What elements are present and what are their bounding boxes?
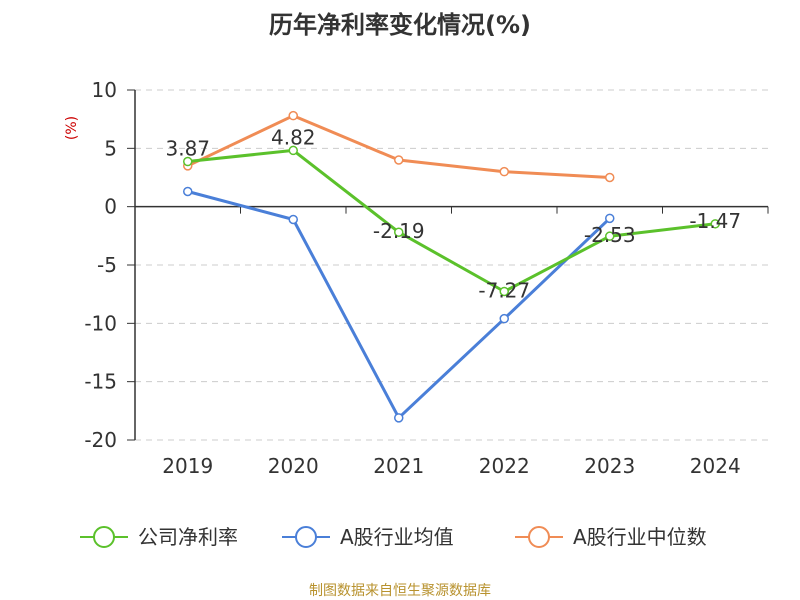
legend-swatch-marker — [528, 526, 550, 548]
legend-swatch-marker — [295, 526, 317, 548]
series-0-point — [710, 219, 720, 229]
x-tick-label: 2023 — [584, 454, 635, 478]
x-tick-label: 2019 — [162, 454, 213, 478]
series-1-point — [605, 213, 615, 224]
series-0-point — [499, 286, 509, 297]
x-tick-label: 2020 — [268, 454, 319, 478]
source-note: 制图数据来自恒生聚源数据库 — [309, 583, 491, 599]
legend-swatch-marker — [93, 526, 115, 548]
y-tick-label: 0 — [104, 195, 117, 219]
series-2-point — [499, 166, 509, 177]
y-tick-label: -20 — [84, 428, 117, 452]
legend-item-1[interactable]: A股行业均值 — [282, 525, 454, 549]
series-1-point — [288, 214, 298, 225]
series-1-point — [183, 186, 193, 197]
series-line-2 — [186, 114, 612, 179]
data-label: -1.47 — [689, 209, 741, 233]
y-tick-label: -15 — [84, 370, 117, 394]
data-label: 3.87 — [165, 137, 210, 161]
series-0-point — [605, 231, 615, 241]
y-tick-label: -5 — [97, 253, 117, 277]
axis-layer: 10 5 0 -5 -10 -15 -20 2019 2020 2021 2022 2023 2024 — [84, 78, 769, 478]
data-label: -2.19 — [373, 219, 425, 243]
x-tick-label: 2024 — [690, 454, 741, 478]
legend-label: A股行业均值 — [340, 525, 454, 549]
data-label: -7.27 — [478, 278, 530, 302]
series-0-point — [183, 156, 193, 167]
grid-layer — [135, 89, 768, 441]
series-0-point — [288, 145, 298, 156]
series-2-point — [394, 155, 404, 165]
y-tick-label: 10 — [92, 78, 117, 102]
legend-label: 公司净利率 — [138, 525, 238, 549]
legend-item-2[interactable]: A股行业中位数 — [515, 525, 707, 549]
series-line-0 — [186, 148, 717, 293]
series-2-point — [288, 110, 298, 121]
chart-title: 历年净利率变化情况(%) — [269, 11, 531, 39]
data-label: 4.82 — [271, 125, 316, 149]
data-label-layer: 3.87 4.82 -2.19 -7.27 -2.53 -1.47 — [165, 125, 741, 302]
y-tick-label: 5 — [104, 136, 117, 160]
y-axis-unit-label: (%) — [64, 116, 80, 140]
x-tick-label: 2022 — [479, 454, 530, 478]
data-label: -2.53 — [584, 223, 636, 247]
legend-label: A股行业中位数 — [573, 525, 707, 549]
series-layer — [183, 110, 720, 423]
series-1-point — [394, 413, 404, 423]
series-0-point — [394, 227, 404, 237]
legend: 公司净利率 A股行业均值 A股行业中位数 — [80, 525, 707, 549]
x-tick-label: 2021 — [373, 454, 424, 478]
series-2-point — [605, 172, 615, 183]
series-1-point — [499, 313, 509, 324]
y-tick-label: -10 — [84, 311, 117, 335]
legend-item-0[interactable]: 公司净利率 — [80, 525, 238, 549]
